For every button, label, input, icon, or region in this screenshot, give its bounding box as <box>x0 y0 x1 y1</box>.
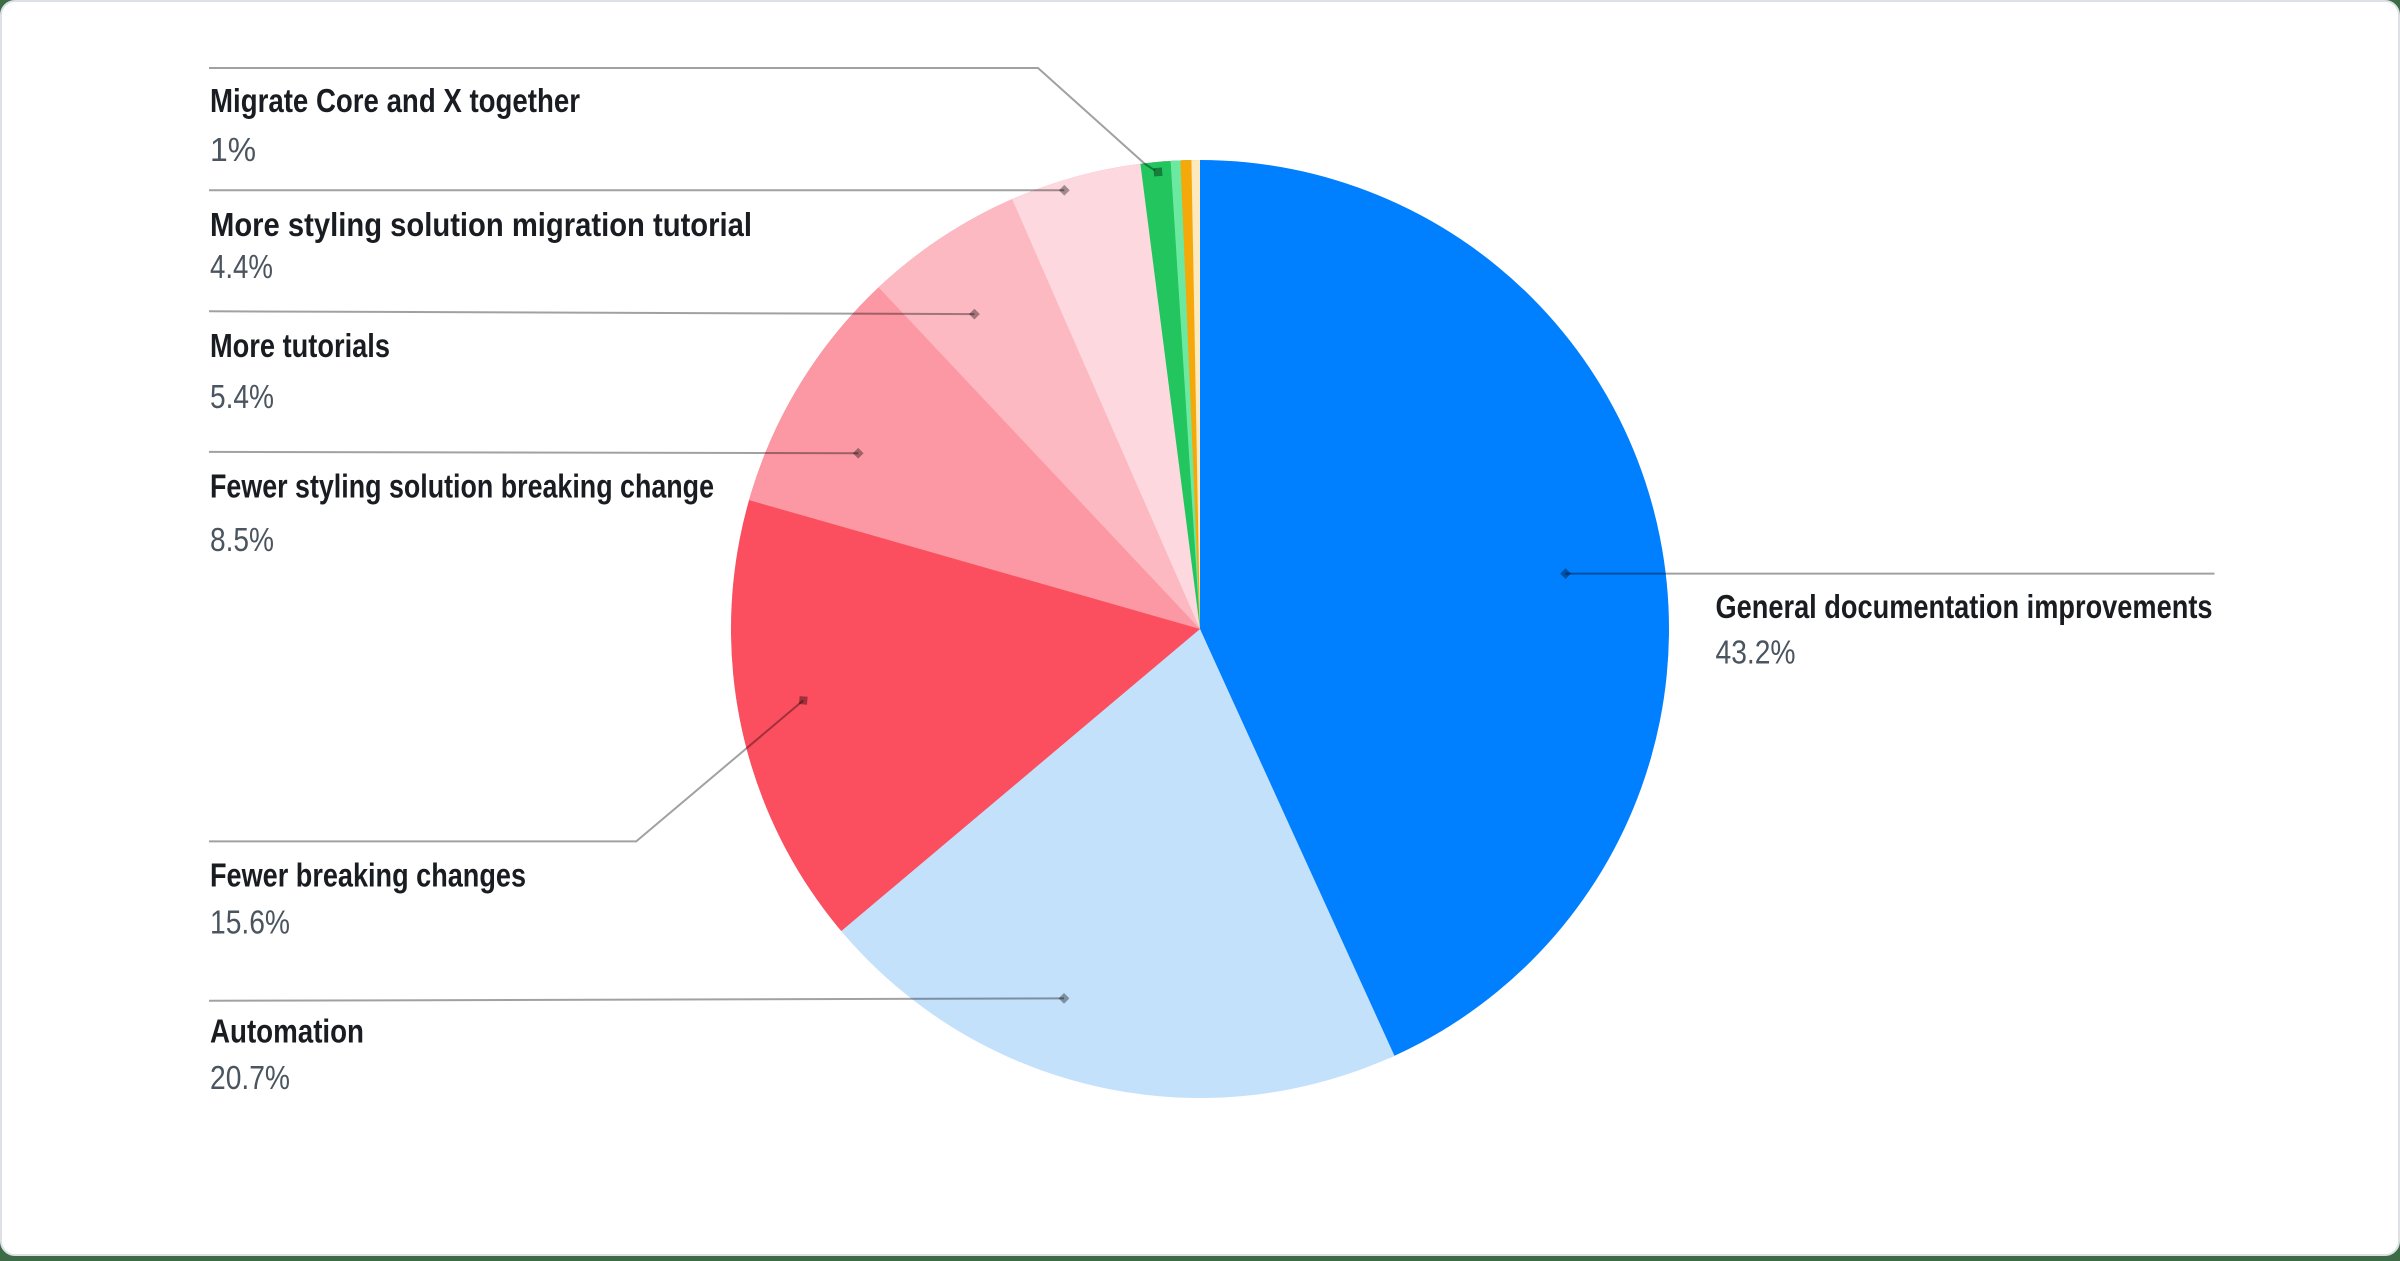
svg-text:5.4%: 5.4% <box>210 378 274 415</box>
svg-text:More styling solution migratio: More styling solution migration tutorial <box>210 206 752 243</box>
svg-text:43.2%: 43.2% <box>1716 634 1796 671</box>
svg-text:More tutorials: More tutorials <box>210 327 390 364</box>
svg-text:Migrate Core and X together: Migrate Core and X together <box>210 82 580 119</box>
svg-text:1%: 1% <box>210 131 256 168</box>
svg-text:15.6%: 15.6% <box>210 904 290 941</box>
svg-text:20.7%: 20.7% <box>210 1059 290 1096</box>
svg-text:8.5%: 8.5% <box>210 521 274 558</box>
svg-text:Automation: Automation <box>210 1013 364 1050</box>
svg-text:4.4%: 4.4% <box>210 248 273 285</box>
svg-text:General documentation improvem: General documentation improvements <box>1716 588 2213 625</box>
svg-text:Fewer breaking changes: Fewer breaking changes <box>210 857 526 894</box>
svg-text:Fewer styling solution breakin: Fewer styling solution breaking change <box>210 468 714 505</box>
